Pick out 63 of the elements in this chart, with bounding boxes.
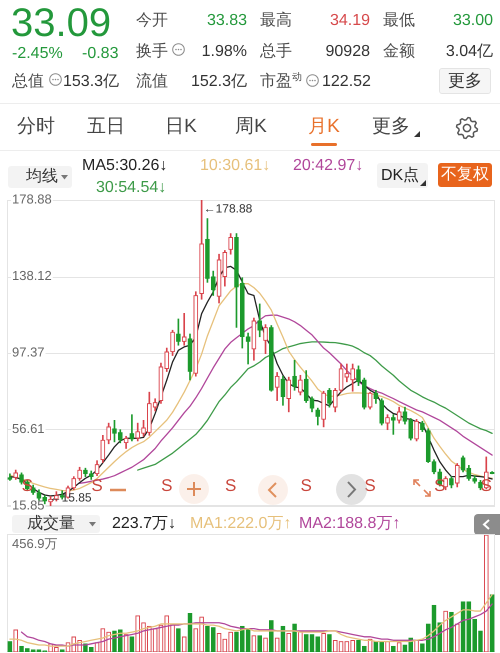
text: 34.19 [330, 12, 370, 30]
text: 20:42.97↓ [293, 157, 364, 175]
annotation: S [224, 476, 236, 495]
bar [188, 613, 192, 652]
text: 总手 [260, 43, 292, 61]
text: 122.52 [322, 73, 371, 91]
y-tick-label: 15.85 [12, 498, 45, 513]
text: 总值 [12, 73, 44, 91]
annotation: S [91, 476, 103, 495]
text: 分时 [16, 116, 56, 138]
text: 90928 [326, 43, 370, 61]
bar [257, 635, 262, 652]
text: MA5:30.26↓ [82, 157, 168, 175]
text: DK点 [381, 166, 420, 186]
text: 30:54.54↓ [96, 179, 166, 197]
text: 153.3亿 [63, 73, 120, 91]
legend-title: 成交量 [27, 515, 75, 533]
text: 10:30.61↓ [200, 157, 270, 175]
text: 223.7万↓ [112, 515, 176, 533]
text: 152.3亿 [190, 73, 247, 91]
text: 1.98% [202, 43, 247, 61]
bar [130, 636, 134, 652]
annotation: S [300, 476, 312, 495]
bar [478, 630, 483, 652]
text: 3.04亿 [446, 43, 493, 61]
text: 市盈$^{动}$ [260, 72, 302, 91]
text: MA1:222.0万↑ [190, 515, 292, 533]
text: 今开 [136, 12, 168, 30]
text: 33.83 [206, 12, 247, 30]
bar [460, 601, 466, 652]
text: 33.09 [11, 1, 112, 45]
text: -0.83 [82, 45, 118, 63]
text: 月K [307, 116, 341, 138]
y-tick-label: 97.37 [12, 344, 45, 360]
text: 换手 [136, 43, 168, 61]
text: 周K [234, 116, 268, 138]
text: MA2:188.8万↑ [299, 515, 400, 533]
bar [490, 594, 494, 652]
bar [449, 612, 454, 652]
annotation: S [364, 476, 376, 495]
annotation: ←178.88 [204, 201, 253, 216]
y-tick-label: 138.12 [12, 268, 52, 284]
annotation: S [22, 476, 34, 495]
bar [176, 628, 181, 652]
annotation: S [161, 476, 172, 495]
text: 最高 [260, 12, 292, 30]
annotation: S [480, 476, 492, 495]
annotation: 456.9万 [12, 536, 58, 552]
y-tick-label: 178.88 [12, 192, 52, 207]
text: 更多 [371, 116, 411, 138]
text: 金额 [383, 43, 415, 61]
bar [280, 626, 286, 652]
legend-title: 均线 [26, 166, 58, 187]
text: -2.45% [12, 45, 63, 63]
bar [327, 634, 332, 652]
y-tick-label: 56.61 [12, 421, 45, 436]
text: 五日 [86, 116, 126, 138]
text: 日K [164, 116, 198, 138]
bar [292, 624, 297, 652]
bar [8, 641, 12, 652]
text: 流值 [136, 73, 168, 91]
text: 最低 [383, 12, 415, 30]
text: 33.00 [452, 12, 493, 30]
